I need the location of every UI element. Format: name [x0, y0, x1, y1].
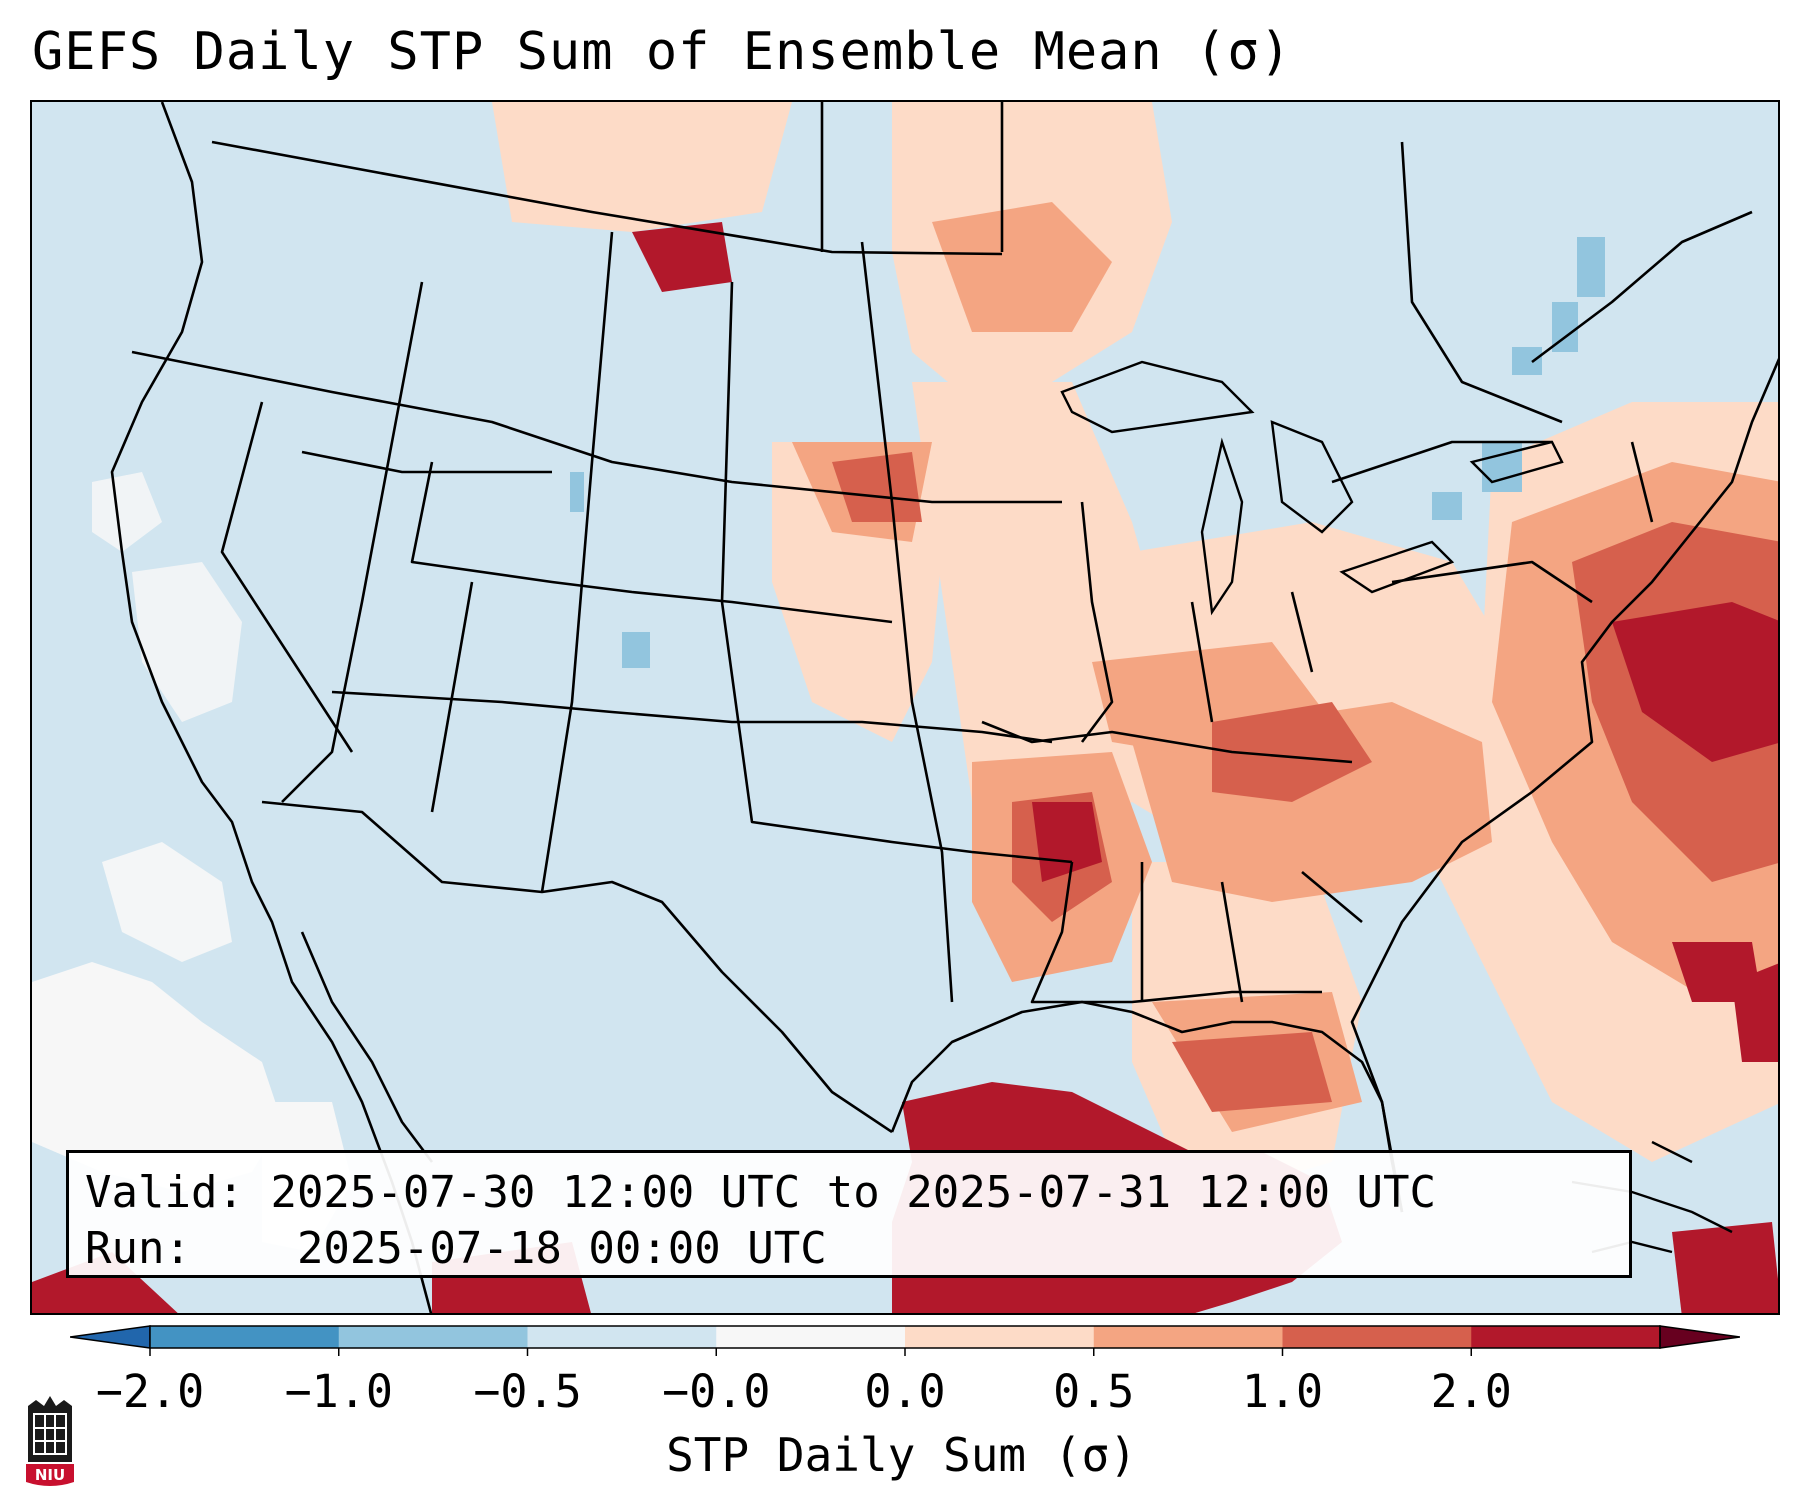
state-boundaries [110, 102, 1778, 1313]
great-lakes [1060, 360, 1564, 616]
run-time: 2025-07-18 00:00 UTC [296, 1223, 827, 1274]
colorbar-segment [716, 1326, 906, 1348]
colorbar-segment [1282, 1326, 1472, 1348]
niu-logo-icon: NIU [26, 1396, 74, 1486]
colorbar-segment [1471, 1326, 1661, 1348]
colorbar-tick-label: −0.0 [662, 1365, 771, 1418]
colorbar-extend-high [1659, 1325, 1740, 1349]
colorbar-extend-low [70, 1325, 151, 1349]
pacific-neutral-region [32, 472, 352, 1252]
colorbar-tick-label: −1.0 [284, 1365, 393, 1418]
logo-text: NIU [35, 1466, 65, 1484]
valid-time-range: 2025-07-30 12:00 UTC to 2025-07-31 12:00… [270, 1167, 1437, 1218]
colorbar-segment [150, 1326, 340, 1348]
colorbar-segment [527, 1326, 717, 1348]
stp-field-map [32, 102, 1778, 1313]
chart-title: GEFS Daily STP Sum of Ensemble Mean (σ) [32, 22, 1292, 82]
valid-run-info-box: Valid: 2025-07-30 12:00 UTC to 2025-07-3… [66, 1150, 1632, 1278]
colorbar-tick-label: 1.0 [1241, 1365, 1324, 1418]
colorbar [70, 1325, 1740, 1356]
colorbar-tick-label: 0.0 [864, 1365, 946, 1418]
colorbar-tick-label: −0.5 [473, 1365, 582, 1418]
colorbar-segment [338, 1326, 528, 1348]
stp-negative [570, 237, 1605, 668]
run-label: Run: [85, 1223, 191, 1274]
colorbar-tick-label: 2.0 [1430, 1365, 1512, 1418]
colorbar-tick-label: 0.5 [1053, 1365, 1135, 1418]
valid-label: Valid: [85, 1167, 244, 1218]
colorbar-segment [905, 1326, 1095, 1348]
map-panel [30, 100, 1780, 1315]
colorbar-segment [1093, 1326, 1283, 1348]
colorbar-label: STP Daily Sum (σ) [666, 1428, 1137, 1482]
colorbar-tick-label: −2.0 [95, 1365, 205, 1418]
